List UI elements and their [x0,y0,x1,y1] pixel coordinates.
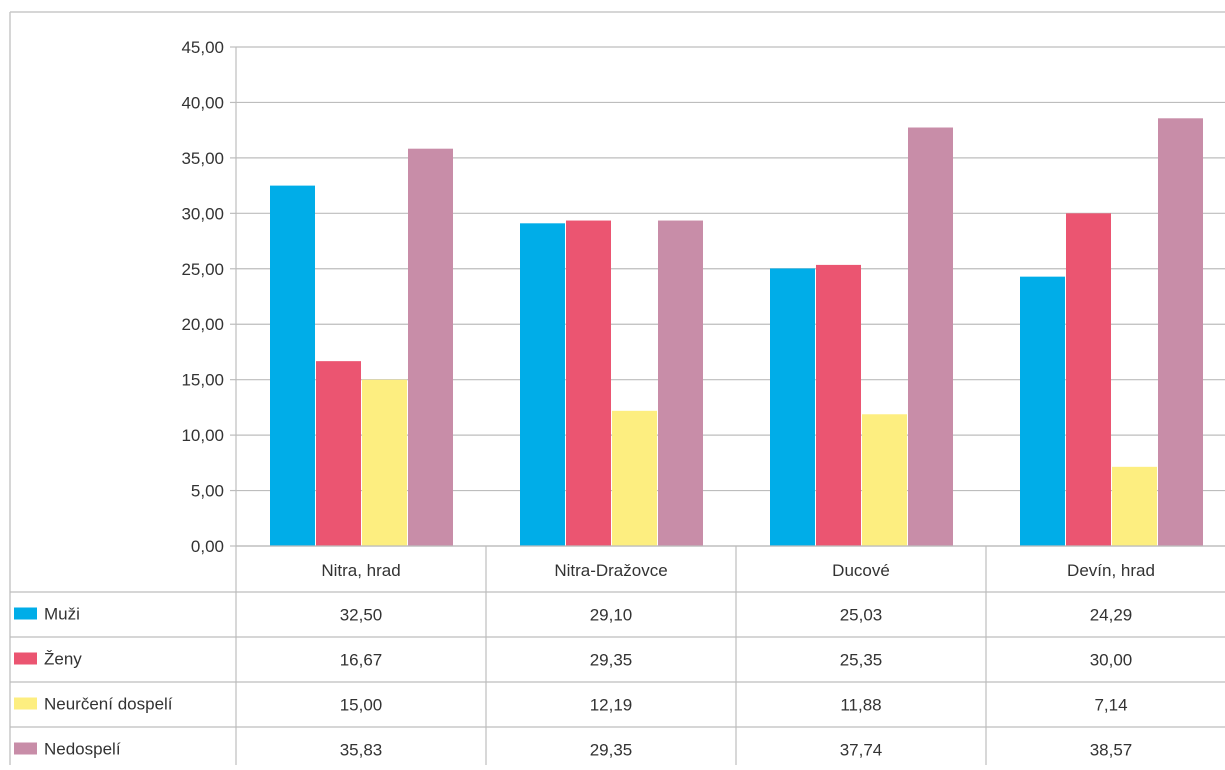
bar [566,220,611,546]
y-tick-label: 20,00 [181,315,224,334]
legend-series-name: Muži [44,605,80,624]
y-tick-label: 30,00 [181,204,224,223]
table-cell-value: 25,35 [840,651,883,670]
bar [816,264,861,546]
bar [908,127,953,546]
bar [770,268,815,546]
y-tick-label: 0,00 [191,537,224,556]
table-cell-value: 38,57 [1090,741,1133,760]
bar [658,220,703,546]
table-cell-value: 29,10 [590,606,633,625]
table-cell-value: 24,29 [1090,606,1133,625]
table-cell-value: 37,74 [840,741,883,760]
y-axis-tick-labels: 0,00 5,00 10,00 15,00 20,00 25,00 30,00 35,00 40… [181,38,224,556]
x-category-label: Nitra-Dražovce [554,561,667,580]
bar [1112,466,1157,546]
bar [362,379,407,546]
table-cell-value: 32,50 [340,606,383,625]
bar [408,148,453,546]
y-tick-label: 35,00 [181,149,224,168]
y-tick-label: 10,00 [181,426,224,445]
data-table: Nitra, hrad Nitra-Dražovce Ducové Devín, hr… [10,545,1225,765]
x-category-label: Ducové [832,561,890,580]
x-category-label: Devín, hrad [1067,561,1155,580]
bar [1158,118,1203,547]
bar [316,361,361,546]
table-cell-value: 11,88 [840,696,881,715]
legend-swatch [14,607,37,620]
table-cell-value: 25,03 [840,606,883,625]
legend-series-name: Ženy [44,650,82,669]
table-cell-value: 15,00 [340,696,383,715]
bar [612,410,657,546]
legend-swatch [14,742,37,755]
table-cell-value: 7,14 [1094,696,1127,715]
table-cell-value: 35,83 [340,741,383,760]
bar [862,414,907,546]
bar [270,185,315,546]
y-tick-label: 25,00 [181,260,224,279]
bar [1020,276,1065,546]
y-tick-label: 40,00 [181,93,224,112]
y-tick-label: 5,00 [191,482,224,501]
legend-swatch [14,697,37,710]
bar [520,223,565,546]
legend-series-name: Nedospelí [44,740,121,759]
y-tick-label: 15,00 [181,371,224,390]
legend-swatch [14,652,37,665]
axes [9,11,1225,765]
table-cell-value: 29,35 [590,651,633,670]
x-category-label: Nitra, hrad [321,561,400,580]
legend-series-name: Neurčení dospelí [44,695,173,714]
table-cell-value: 30,00 [1090,651,1133,670]
table-cell-value: 29,35 [590,741,633,760]
table-cell-value: 16,67 [340,651,383,670]
y-tick-label: 45,00 [181,38,224,57]
bar [1066,213,1111,547]
table-cell-value: 12,19 [590,696,633,715]
bars [270,118,1203,547]
